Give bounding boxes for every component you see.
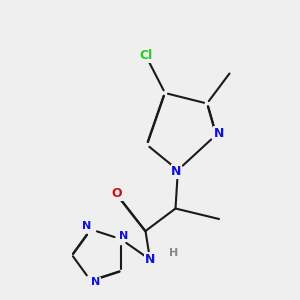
Text: N: N: [214, 127, 224, 140]
Text: N: N: [171, 165, 182, 178]
Text: O: O: [112, 187, 122, 200]
Text: N: N: [82, 221, 91, 231]
Text: N: N: [92, 277, 101, 287]
Text: Cl: Cl: [139, 49, 152, 62]
Text: N: N: [145, 253, 155, 266]
Text: H: H: [169, 248, 178, 259]
Text: N: N: [119, 231, 128, 241]
